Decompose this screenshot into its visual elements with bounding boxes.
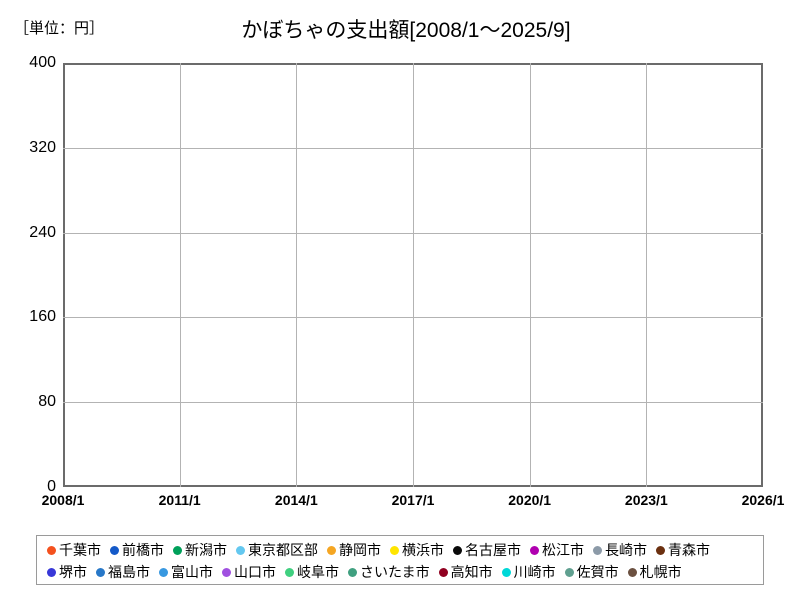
- legend-label: 千葉市: [59, 542, 101, 558]
- y-tick-label: 320: [29, 138, 56, 156]
- legend-marker-icon: [530, 545, 539, 555]
- gridline-vertical: [530, 63, 531, 487]
- y-tick-label: 160: [29, 308, 56, 326]
- x-tick-label: 2020/1: [508, 492, 552, 508]
- legend-item[interactable]: 高知市: [438, 564, 493, 580]
- legend-marker-icon: [564, 567, 574, 577]
- legend-item[interactable]: 堺市: [47, 565, 87, 579]
- x-tick-label: 2011/1: [158, 492, 201, 508]
- unit-label: ［単位：円］: [14, 20, 105, 37]
- legend-marker-icon: [47, 567, 56, 577]
- page-title: かぼちゃの支出額[2008/1〜2025/9]: [0, 14, 800, 44]
- legend-label: 名古屋市: [465, 542, 521, 558]
- legend-label: 青森市: [668, 542, 710, 558]
- legend-marker-icon: [47, 545, 56, 555]
- legend-marker-icon: [501, 567, 511, 577]
- legend-label: 堺市: [59, 564, 87, 580]
- legend-item[interactable]: 川崎市: [501, 564, 556, 580]
- legend-item[interactable]: 東京都区部: [236, 543, 318, 557]
- legend-item[interactable]: 前橋市: [110, 543, 164, 557]
- legend-item[interactable]: 富山市: [159, 565, 213, 579]
- legend-item[interactable]: 新潟市: [173, 543, 227, 557]
- legend-label: 新潟市: [185, 542, 227, 558]
- x-tick-label: 2026/1: [741, 492, 785, 508]
- y-tick-label: 0: [47, 478, 56, 495]
- legend-item[interactable]: さいたま市: [348, 565, 430, 579]
- legend-label: 横浜市: [402, 542, 444, 558]
- legend-marker-icon: [348, 567, 357, 577]
- legend-label: 富山市: [171, 564, 213, 580]
- legend: 千葉市 前橋市 新潟市 東京都区部 静岡市 横浜市 名古屋市 松江市 長崎市 青森市 堺市 福島市 富…: [36, 535, 764, 585]
- legend-label: 高知市: [450, 564, 493, 580]
- y-axis-tick-labels: 0 80 160 240 320 400: [0, 54, 56, 495]
- legend-item[interactable]: 山口市: [222, 565, 276, 579]
- legend-label: 静岡市: [339, 542, 381, 558]
- gridline-vertical: [180, 63, 181, 487]
- legend-item[interactable]: 静岡市: [327, 543, 381, 557]
- legend-marker-icon: [96, 567, 105, 577]
- legend-label: 福島市: [108, 564, 150, 580]
- legend-label: さいたま市: [360, 564, 430, 580]
- legend-marker-icon: [327, 545, 336, 555]
- legend-item[interactable]: 千葉市: [47, 543, 101, 557]
- legend-item[interactable]: 佐賀市: [564, 564, 619, 580]
- legend-item[interactable]: 福島市: [96, 565, 150, 579]
- legend-item[interactable]: 長崎市: [593, 543, 647, 557]
- x-tick-label: 2008/1: [41, 492, 85, 508]
- legend-label: 前橋市: [122, 542, 164, 558]
- legend-marker-icon: [453, 545, 462, 555]
- plot-area: [63, 63, 763, 487]
- legend-marker-icon: [236, 545, 245, 555]
- legend-row: 千葉市 前橋市 新潟市 東京都区部 静岡市 横浜市 名古屋市 松江市 長崎市 青森市: [37, 539, 763, 561]
- legend-label: 山口市: [234, 564, 276, 580]
- x-tick-label: 2014/1: [274, 492, 318, 508]
- x-tick-label: 2017/1: [391, 492, 435, 508]
- legend-label: 札幌市: [639, 564, 682, 580]
- legend-marker-icon: [438, 567, 448, 577]
- legend-label: 松江市: [542, 542, 584, 558]
- legend-item[interactable]: 岐阜市: [285, 565, 339, 579]
- legend-marker-icon: [222, 567, 231, 577]
- legend-marker-icon: [159, 567, 168, 577]
- legend-marker-icon: [627, 567, 637, 577]
- chart-title-text: かぼちゃの支出額[2008/1〜2025/9]: [241, 19, 571, 42]
- legend-label: 岐阜市: [297, 564, 339, 580]
- legend-marker-icon: [110, 545, 119, 555]
- legend-label: 東京都区部: [248, 542, 318, 558]
- legend-label: 川崎市: [513, 564, 556, 580]
- x-axis-tick-labels: 2008/1 2011/1 2014/1 2017/1 2020/1 2023/1 2026…: [42, 492, 785, 514]
- x-tick-label: 2023/1: [624, 492, 668, 508]
- legend-item[interactable]: 札幌市: [627, 564, 682, 580]
- y-tick-label: 80: [38, 393, 56, 411]
- y-tick-label: 240: [29, 223, 56, 241]
- legend-item[interactable]: 松江市: [530, 543, 584, 557]
- legend-row: 堺市 福島市 富山市 山口市 岐阜市 さいたま市 高知市 川崎市 佐賀市 札幌市: [37, 561, 763, 583]
- legend-label: 長崎市: [605, 542, 647, 558]
- gridline-vertical: [413, 63, 414, 487]
- legend-marker-icon: [173, 545, 182, 555]
- legend-label: 佐賀市: [576, 564, 619, 580]
- legend-marker-icon: [390, 545, 399, 555]
- legend-item[interactable]: 名古屋市: [453, 543, 521, 557]
- legend-marker-icon: [656, 545, 665, 555]
- gridline-vertical: [646, 63, 647, 487]
- gridline-vertical: [296, 63, 297, 487]
- legend-marker-icon: [285, 567, 294, 577]
- legend-marker-icon: [593, 545, 602, 555]
- y-tick-label: 400: [29, 54, 56, 71]
- legend-item[interactable]: 横浜市: [390, 543, 444, 557]
- legend-item[interactable]: 青森市: [656, 543, 710, 557]
